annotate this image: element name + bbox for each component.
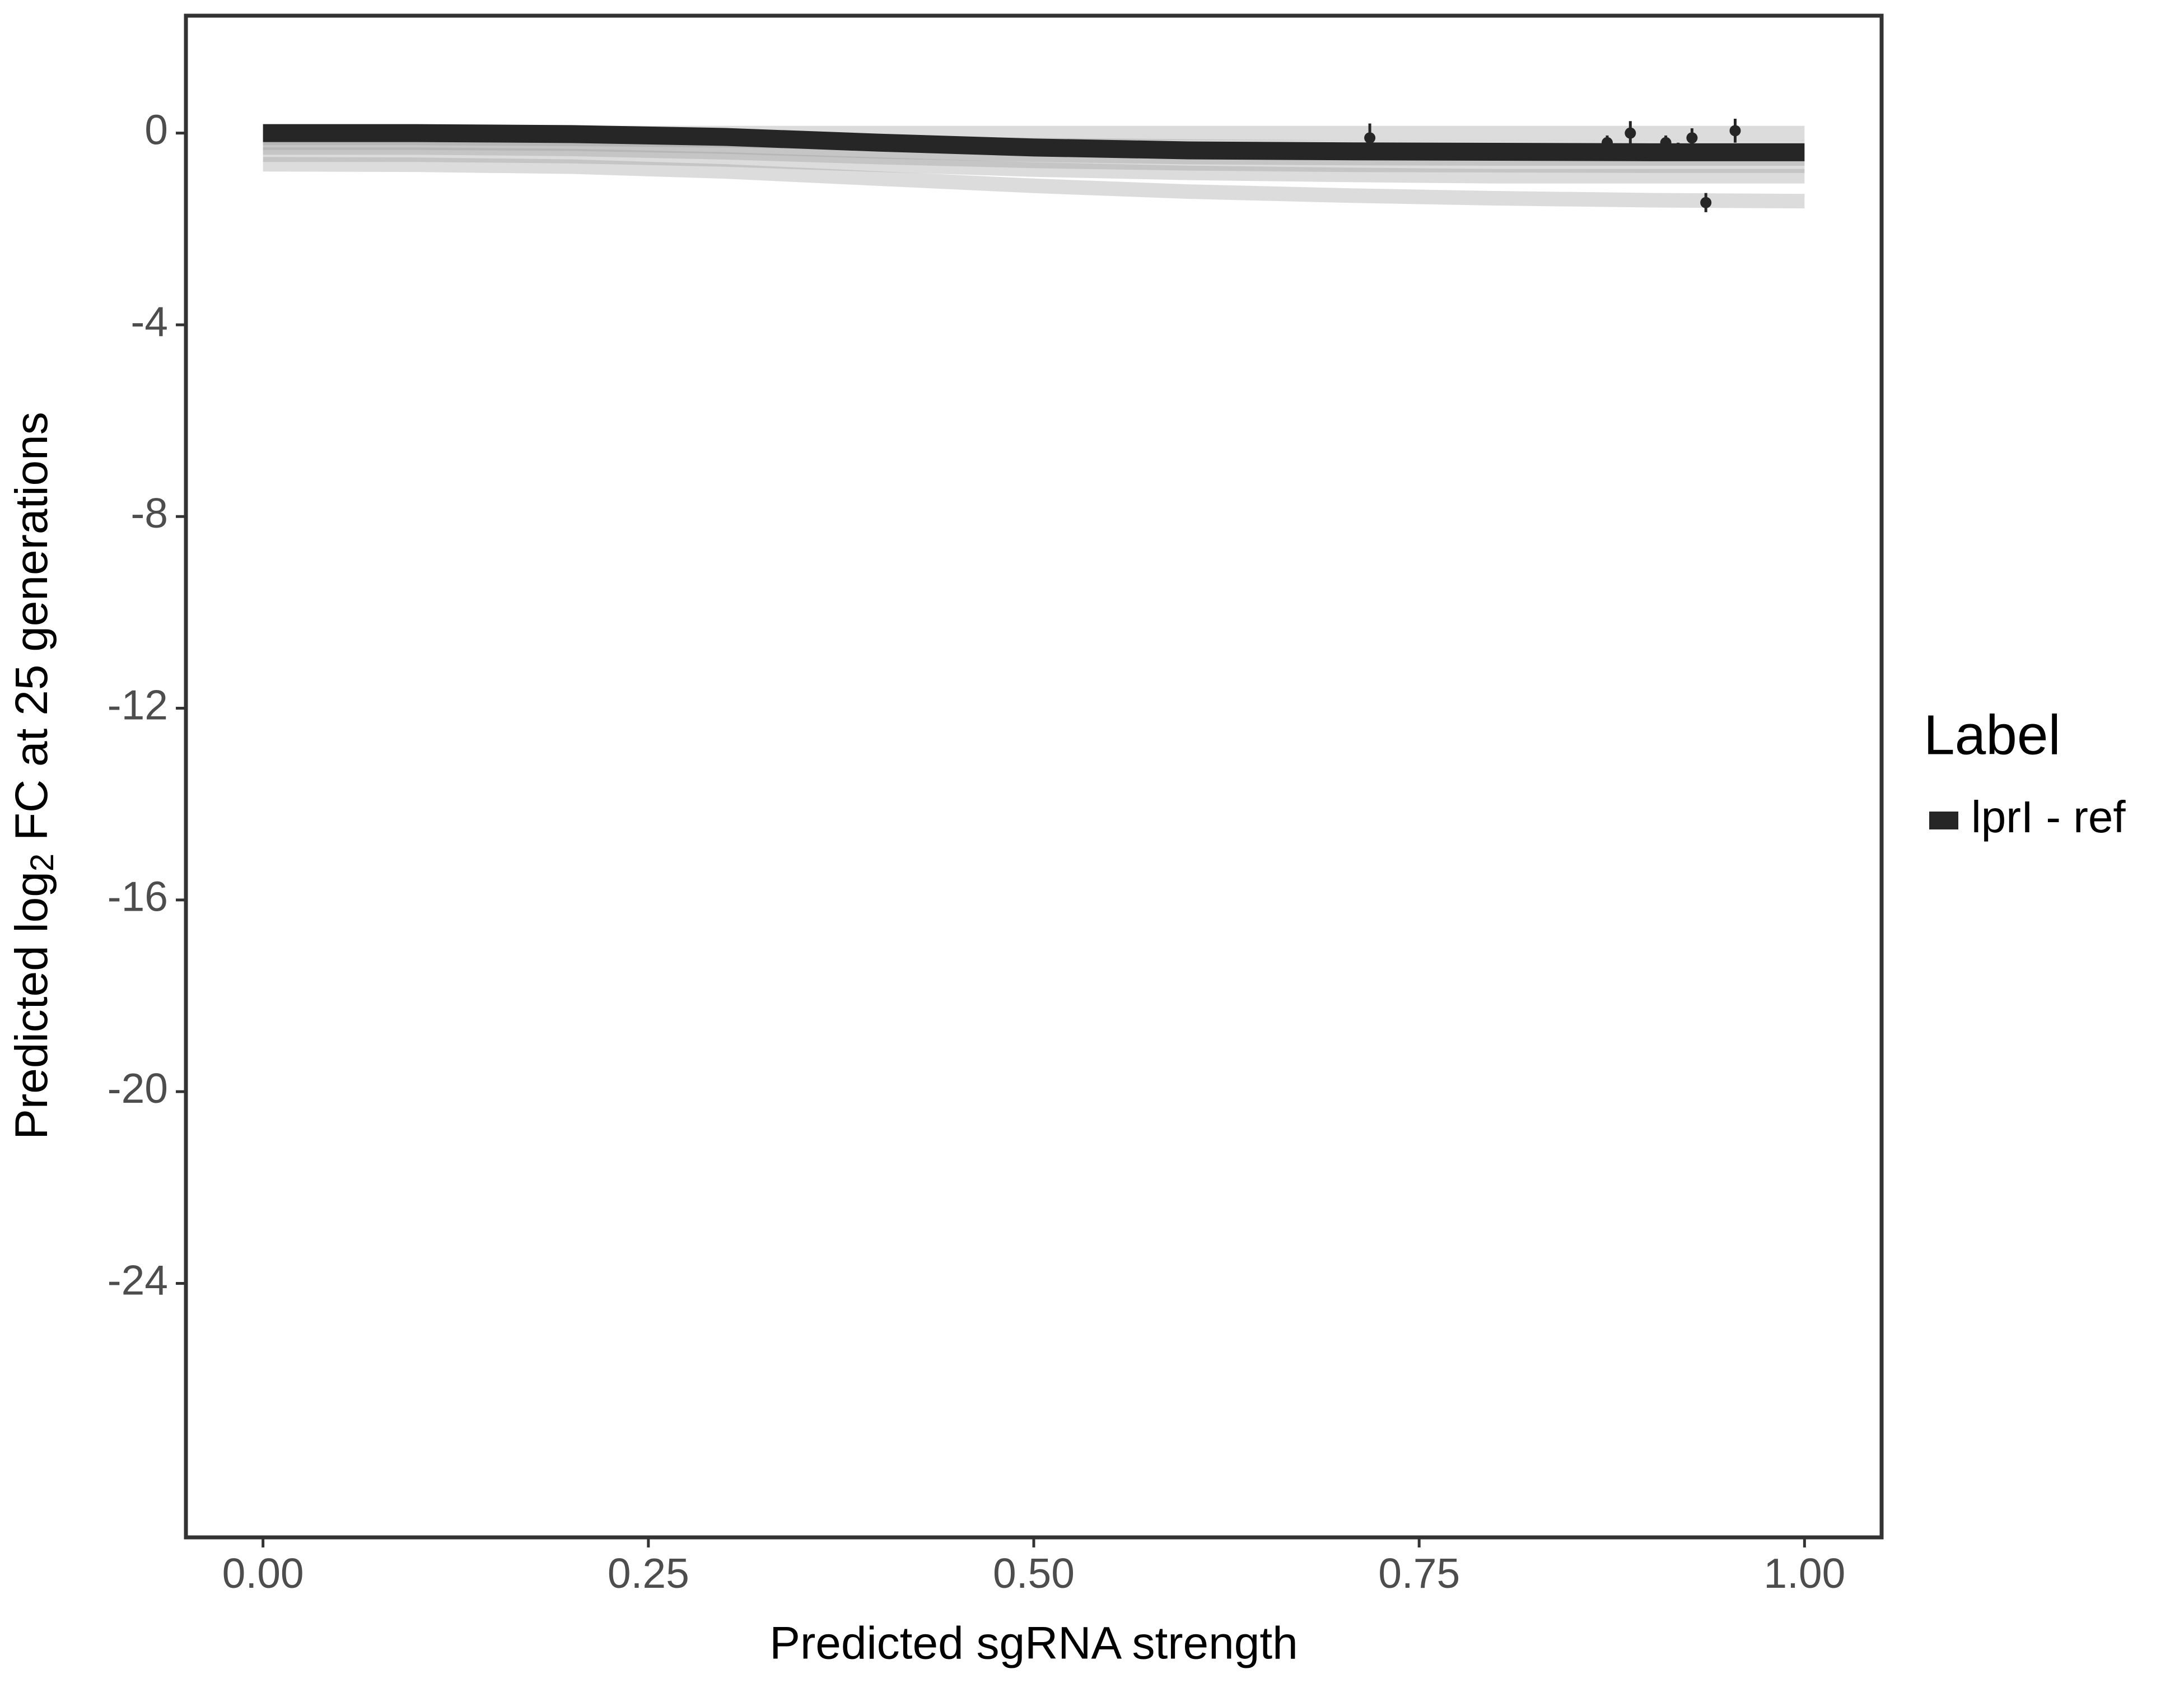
y-title-part: Predicted log (6, 871, 57, 1140)
legend-title: Label (1924, 703, 2061, 766)
x-tick-label: 0.25 (608, 1550, 689, 1597)
y-tick-label: -4 (130, 298, 168, 345)
draw-line (263, 140, 1805, 173)
point (1602, 137, 1613, 148)
point (1660, 137, 1672, 148)
point (1364, 132, 1376, 144)
point (1686, 132, 1698, 144)
point (1729, 125, 1741, 137)
y-tick-label: -24 (108, 1256, 168, 1303)
legend-label: lprI - ref (1971, 792, 2126, 842)
y-tick-label: -12 (108, 681, 168, 728)
y-tick-label: -16 (108, 873, 168, 920)
draw-line (263, 147, 1805, 184)
y-tick-label: -20 (108, 1065, 168, 1112)
point (1625, 127, 1636, 139)
panel-border (184, 13, 1884, 1540)
point (1700, 197, 1712, 208)
x-tick-label: 0.00 (222, 1550, 304, 1597)
y-tick-label: 0 (144, 106, 168, 153)
x-tick-label: 1.00 (1763, 1550, 1845, 1597)
point (1672, 144, 1684, 156)
y-title-part: FC at 25 generations (6, 412, 57, 854)
draw-line (263, 157, 1805, 209)
legend-key (1929, 812, 1958, 829)
y-title-subscript: 2 (24, 854, 60, 871)
x-tick-label: 0.75 (1378, 1550, 1460, 1597)
y-axis-title: Predicted log2 FC at 25 generations (6, 412, 61, 1139)
y-tick-label: -8 (130, 489, 168, 537)
x-axis-title: Predicted sgRNA strength (769, 1618, 1298, 1669)
x-tick-label: 0.50 (993, 1550, 1075, 1597)
series-line (263, 124, 1805, 161)
